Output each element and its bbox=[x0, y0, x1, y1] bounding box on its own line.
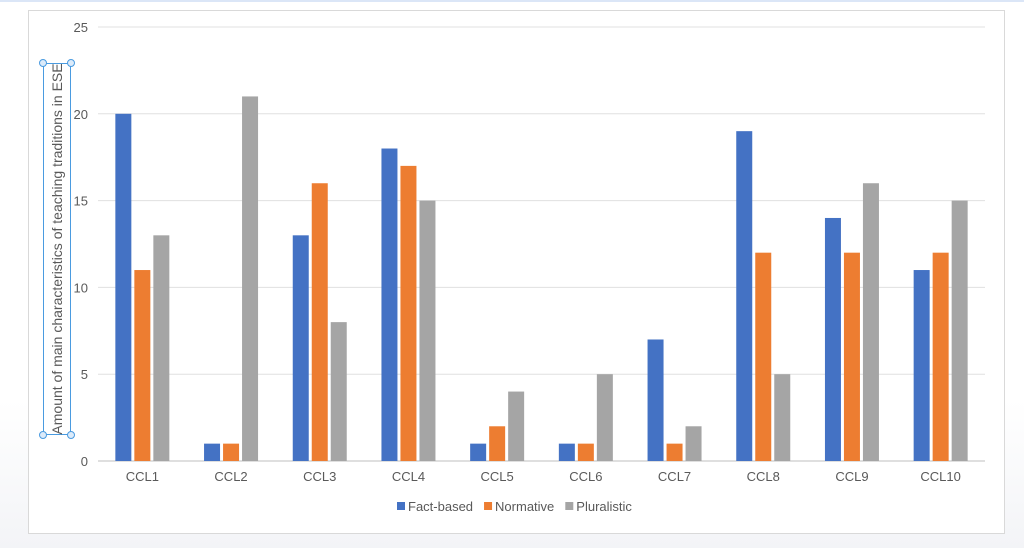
bar-fact-based-ccl10[interactable] bbox=[913, 270, 930, 461]
top-border bbox=[0, 0, 1024, 2]
x-tick-label: CCL4 bbox=[392, 469, 425, 484]
resize-handle[interactable] bbox=[39, 431, 47, 439]
bar-fact-based-ccl1[interactable] bbox=[115, 113, 132, 462]
resize-handle[interactable] bbox=[67, 431, 75, 439]
bar-pluralistic-ccl10[interactable] bbox=[951, 200, 968, 461]
x-tick-label: CCL9 bbox=[835, 469, 868, 484]
bar-pluralistic-ccl1[interactable] bbox=[153, 235, 170, 461]
resize-handle[interactable] bbox=[67, 59, 75, 67]
y-tick-label: 20 bbox=[74, 107, 88, 122]
x-tick-label: CCL5 bbox=[481, 469, 514, 484]
bar-fact-based-ccl2[interactable] bbox=[204, 443, 221, 461]
bar-pluralistic-ccl2[interactable] bbox=[242, 96, 259, 461]
x-tick-label: CCL2 bbox=[214, 469, 247, 484]
y-tick-label: 5 bbox=[81, 367, 88, 382]
x-tick-label: CCL10 bbox=[920, 469, 960, 484]
bar-fact-based-ccl8[interactable] bbox=[736, 131, 753, 461]
bar-pluralistic-ccl5[interactable] bbox=[508, 391, 525, 461]
y-tick-label: 15 bbox=[74, 194, 88, 209]
x-tick-label: CCL1 bbox=[126, 469, 159, 484]
bar-normative-ccl7[interactable] bbox=[666, 443, 683, 461]
y-tick-label: 25 bbox=[74, 20, 88, 35]
y-tick-label: 10 bbox=[74, 280, 88, 295]
bar-pluralistic-ccl6[interactable] bbox=[596, 374, 613, 461]
bar-fact-based-ccl4[interactable] bbox=[381, 148, 398, 461]
bar-pluralistic-ccl8[interactable] bbox=[774, 374, 791, 461]
y-tick-label: 0 bbox=[81, 454, 88, 469]
legend-swatch bbox=[397, 502, 405, 510]
legend-label: Fact-based bbox=[408, 499, 473, 514]
legend-label: Pluralistic bbox=[576, 499, 632, 514]
x-tick-label: CCL3 bbox=[303, 469, 336, 484]
bar-normative-ccl2[interactable] bbox=[223, 443, 240, 461]
x-tick-label: CCL6 bbox=[569, 469, 602, 484]
bar-fact-based-ccl5[interactable] bbox=[470, 443, 487, 461]
legend-swatch bbox=[484, 502, 493, 510]
bar-fact-based-ccl7[interactable] bbox=[647, 339, 664, 461]
bar-fact-based-ccl6[interactable] bbox=[558, 443, 575, 461]
bar-pluralistic-ccl9[interactable] bbox=[862, 183, 879, 462]
legend-label: Normative bbox=[495, 499, 554, 514]
resize-handle[interactable] bbox=[39, 59, 47, 67]
bar-normative-ccl1[interactable] bbox=[134, 270, 151, 461]
bar-normative-ccl6[interactable] bbox=[577, 443, 594, 461]
bar-normative-ccl9[interactable] bbox=[843, 252, 860, 461]
bar-normative-ccl5[interactable] bbox=[489, 426, 506, 461]
x-tick-label: CCL7 bbox=[658, 469, 691, 484]
bar-pluralistic-ccl7[interactable] bbox=[685, 426, 702, 461]
bar-normative-ccl3[interactable] bbox=[311, 183, 328, 462]
bar-fact-based-ccl9[interactable] bbox=[824, 217, 841, 461]
y-axis-title-selection[interactable] bbox=[39, 59, 75, 439]
bar-fact-based-ccl3[interactable] bbox=[292, 235, 309, 461]
bar-normative-ccl10[interactable] bbox=[932, 252, 949, 461]
bar-normative-ccl8[interactable] bbox=[755, 252, 772, 461]
bar-pluralistic-ccl4[interactable] bbox=[419, 200, 436, 461]
y-axis-title[interactable]: Amount of main characteristics of teachi… bbox=[49, 63, 65, 435]
x-tick-label: CCL8 bbox=[747, 469, 780, 484]
bar-normative-ccl4[interactable] bbox=[400, 165, 417, 461]
legend-swatch bbox=[565, 502, 574, 510]
bar-pluralistic-ccl3[interactable] bbox=[330, 322, 347, 461]
